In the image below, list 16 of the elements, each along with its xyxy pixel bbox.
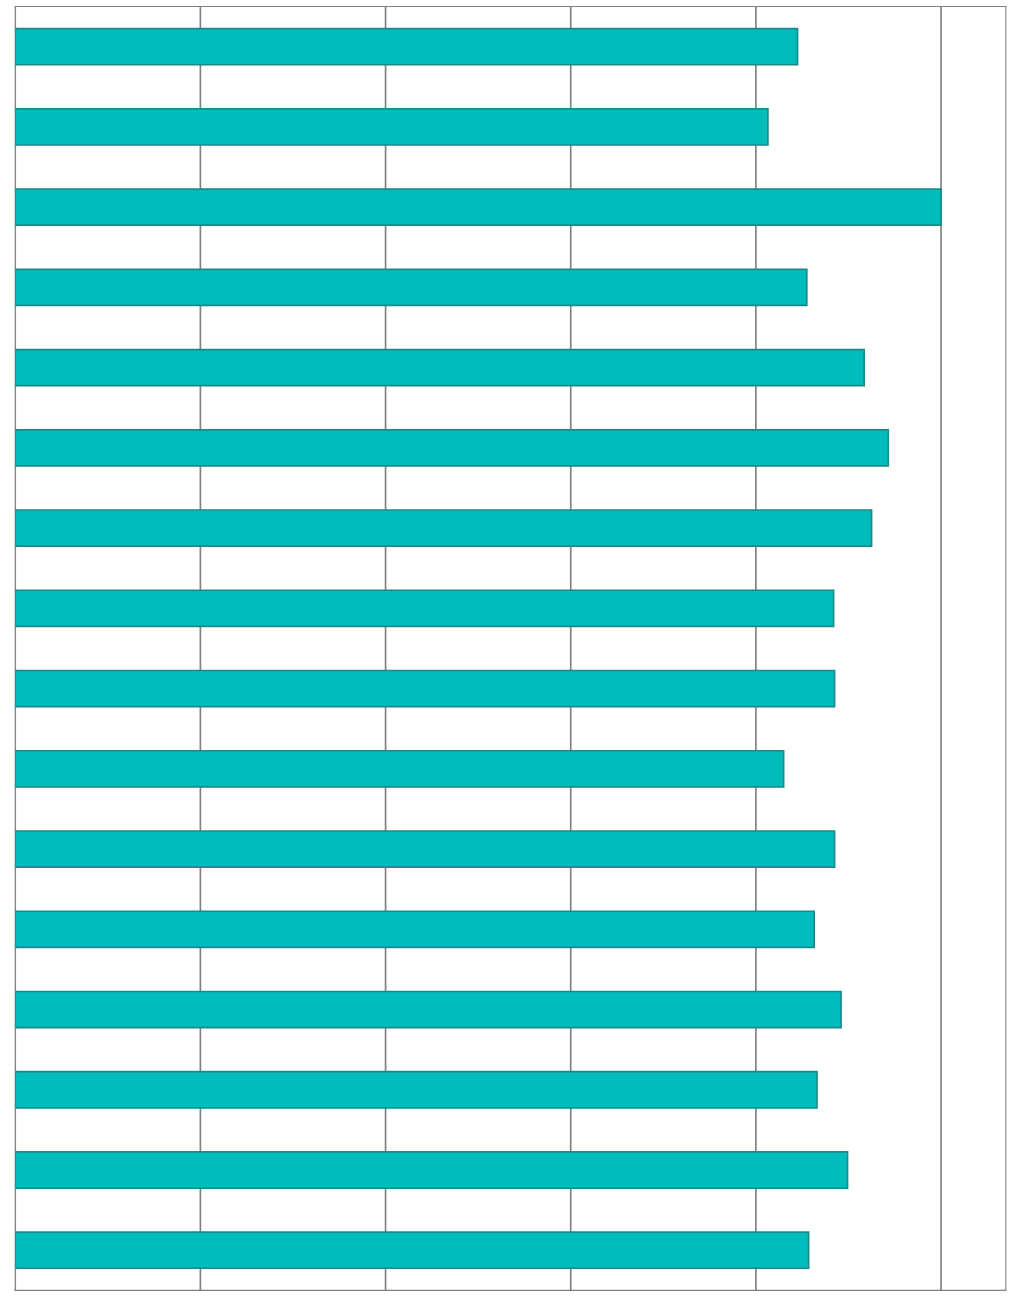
bar [15, 348, 866, 387]
bar [15, 27, 799, 66]
bar [15, 589, 835, 628]
bar [15, 1151, 849, 1189]
bar [15, 268, 808, 307]
bar [15, 830, 836, 868]
bar [15, 749, 785, 788]
bar [15, 1231, 810, 1270]
bar [15, 509, 873, 547]
bar [15, 669, 836, 708]
bar [15, 990, 842, 1029]
bar [15, 910, 816, 949]
bar [15, 1070, 818, 1109]
bar [15, 188, 942, 227]
bar [15, 108, 769, 146]
bar [15, 428, 890, 467]
